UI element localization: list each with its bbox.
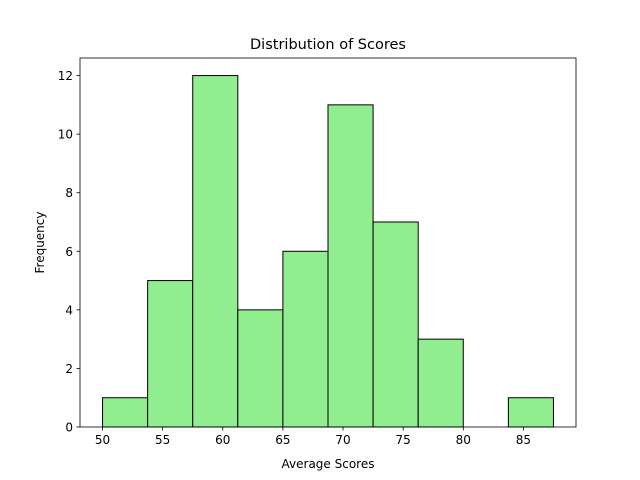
x-tick-label: 65 [275,433,290,447]
histogram-bar [372,221,419,428]
histogram-bar [282,250,329,428]
chart-title: Distribution of Scores [250,37,406,53]
x-tick-label: 60 [215,433,230,447]
y-tick-label: 0 [65,421,73,435]
y-tick-label: 2 [65,362,73,376]
y-axis-ticks: 0 2 4 6 8 10 12 [58,69,80,435]
x-axis-label: Average Scores [282,457,375,471]
histogram-bar [192,75,239,428]
histogram-bar [327,104,374,428]
histogram-bar [417,338,464,428]
y-tick-label: 4 [65,303,73,317]
x-tick-label: 55 [155,433,170,447]
y-tick-label: 6 [65,245,73,259]
histogram-bar [102,397,149,428]
y-tick-label: 10 [58,128,73,142]
histogram-bar [237,309,284,428]
y-tick-label: 12 [58,69,73,83]
x-tick-label: 70 [335,433,350,447]
bars-group [102,75,554,428]
x-tick-label: 85 [516,433,531,447]
x-tick-label: 80 [456,433,471,447]
plot-frame [79,57,577,428]
x-tick-label: 75 [396,433,411,447]
histogram-bar [507,397,554,428]
y-axis-label: Frequency [33,212,47,274]
x-tick-label: 50 [95,433,110,447]
x-axis-ticks: 50 55 60 65 70 75 80 85 [95,427,531,447]
y-tick-label: 8 [65,186,73,200]
histogram-bar [147,280,194,428]
